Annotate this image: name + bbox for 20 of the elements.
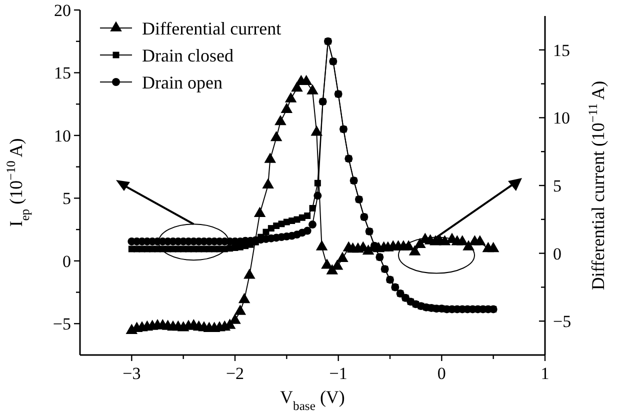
- legend-label: Drain open: [142, 72, 222, 92]
- y2-tick-label: 0: [553, 244, 562, 264]
- x-axis-title: V$_{base}$ (V): [280, 387, 345, 413]
- y-tick-label: 20: [54, 0, 71, 20]
- y-tick-label: 0: [62, 252, 71, 271]
- x-tick-label: −2: [226, 364, 244, 383]
- y-tick-label: 15: [54, 64, 71, 83]
- y-tick-label: 10: [54, 126, 71, 146]
- x-tick-label: 1: [540, 364, 550, 383]
- y2-tick-label: 15: [553, 40, 570, 60]
- legend-label: Differential current: [142, 18, 282, 38]
- x-tick-label: −3: [122, 364, 141, 383]
- x-tick-label: −1: [329, 364, 348, 383]
- y-tick-label: −5: [52, 314, 71, 334]
- y2-tick-label: 10: [553, 108, 570, 128]
- y2-tick-label: 5: [553, 176, 562, 196]
- y2-tick-label: −5: [553, 312, 572, 332]
- legend-label: Drain closed: [142, 45, 234, 66]
- y-tick-label: 5: [62, 189, 71, 208]
- x-tick-label: 0: [437, 364, 446, 383]
